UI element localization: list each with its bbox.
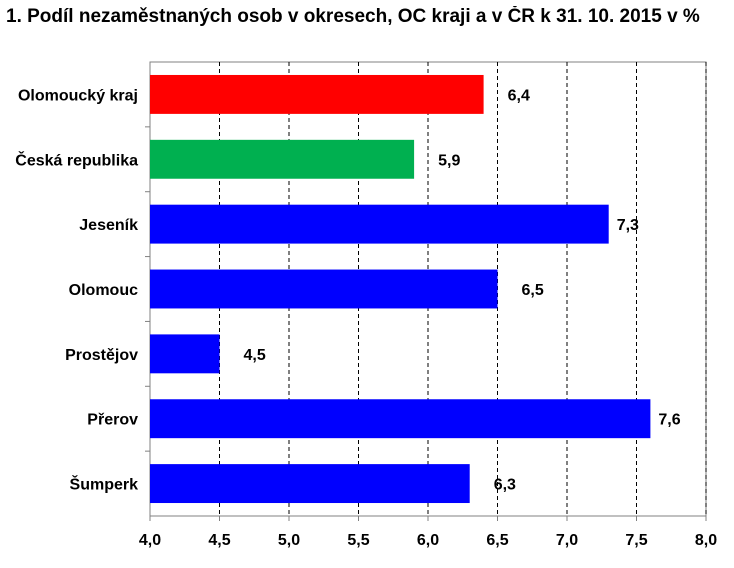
- category-label: Česká republika: [15, 150, 138, 169]
- x-tick-label: 4,0: [139, 532, 161, 549]
- labels: Olomoucký kraj 6,4 Česká republika 5,9 Jesen…: [15, 87, 717, 549]
- bar: [150, 74, 484, 114]
- chart-title: 1. Podíl nezaměstnaných osob v okresech,…: [6, 6, 700, 27]
- data-label: 5,9: [438, 152, 460, 169]
- data-label: 7,3: [617, 217, 639, 234]
- x-tick-label: 8,0: [695, 532, 717, 549]
- x-tick-label: 7,5: [625, 532, 647, 549]
- category-label: Olomouc: [69, 282, 138, 299]
- data-label: 6,4: [508, 87, 530, 104]
- category-label: Prostějov: [65, 347, 138, 364]
- data-label: 7,6: [658, 412, 680, 429]
- x-tick-label: 7,0: [556, 532, 578, 549]
- category-label: Jeseník: [79, 217, 138, 234]
- bars: [150, 74, 651, 504]
- data-label: 6,3: [494, 477, 516, 494]
- data-label: 6,5: [522, 282, 544, 299]
- bar: [150, 269, 498, 309]
- category-label: Olomoucký kraj: [18, 87, 138, 104]
- x-tick-label: 6,5: [486, 532, 508, 549]
- x-tick-label: 4,5: [208, 532, 230, 549]
- category-label: Šumperk: [70, 475, 139, 494]
- axes: [145, 126, 707, 521]
- bar: [150, 399, 651, 439]
- bar: [150, 139, 415, 179]
- x-tick-label: 6,0: [417, 532, 439, 549]
- category-label: Přerov: [87, 412, 138, 429]
- bar: [150, 204, 609, 244]
- bar: [150, 464, 470, 504]
- x-tick-label: 5,0: [278, 532, 300, 549]
- data-label: 4,5: [244, 347, 266, 364]
- x-tick-label: 5,5: [347, 532, 369, 549]
- bar: [150, 334, 220, 374]
